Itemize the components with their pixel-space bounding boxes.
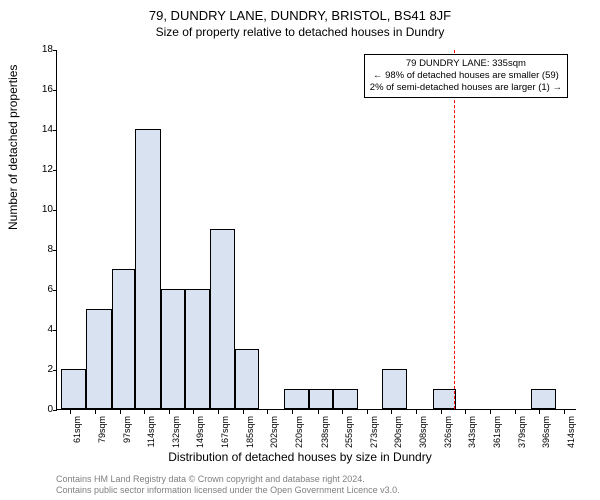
x-tick-mark <box>70 410 71 414</box>
y-tick-mark <box>53 210 57 211</box>
y-tick-mark <box>53 290 57 291</box>
x-tick-mark <box>441 410 442 414</box>
footer-line1: Contains HM Land Registry data © Crown c… <box>56 474 400 485</box>
y-tick-label: 10 <box>27 204 53 215</box>
footer-attribution: Contains HM Land Registry data © Crown c… <box>56 474 400 496</box>
plot-region: 02468101214161861sqm79sqm97sqm114sqm132s… <box>56 50 576 410</box>
annotation-line1: 79 DUNDRY LANE: 335sqm <box>370 58 562 70</box>
y-tick-mark <box>53 130 57 131</box>
title-sub: Size of property relative to detached ho… <box>0 23 600 39</box>
histogram-bar <box>333 389 358 409</box>
x-tick-mark <box>144 410 145 414</box>
x-axis-label: Distribution of detached houses by size … <box>0 450 600 464</box>
histogram-bar <box>161 289 185 409</box>
histogram-bar <box>309 389 333 409</box>
y-tick-mark <box>53 410 57 411</box>
chart-container: 79, DUNDRY LANE, DUNDRY, BRISTOL, BS41 8… <box>0 0 600 500</box>
y-tick-label: 14 <box>27 124 53 135</box>
x-tick-mark <box>490 410 491 414</box>
marker-line <box>454 50 455 409</box>
x-tick-mark <box>120 410 121 414</box>
y-tick-mark <box>53 370 57 371</box>
y-tick-label: 4 <box>27 324 53 335</box>
x-tick-mark <box>539 410 540 414</box>
y-tick-label: 0 <box>27 404 53 415</box>
y-tick-label: 6 <box>27 284 53 295</box>
y-tick-mark <box>53 330 57 331</box>
x-tick-mark <box>95 410 96 414</box>
x-tick-mark <box>193 410 194 414</box>
x-tick-mark <box>243 410 244 414</box>
y-tick-label: 8 <box>27 244 53 255</box>
x-tick-mark <box>515 410 516 414</box>
chart-area: 02468101214161861sqm79sqm97sqm114sqm132s… <box>56 50 576 410</box>
x-tick-mark <box>416 410 417 414</box>
histogram-bar <box>185 289 210 409</box>
x-tick-mark <box>318 410 319 414</box>
y-tick-label: 16 <box>27 84 53 95</box>
histogram-bar <box>135 129 160 409</box>
histogram-bar <box>531 389 556 409</box>
x-tick-mark <box>342 410 343 414</box>
x-tick-mark <box>218 410 219 414</box>
y-tick-label: 2 <box>27 364 53 375</box>
y-tick-mark <box>53 90 57 91</box>
histogram-bar <box>86 309 111 409</box>
histogram-bar <box>382 369 407 409</box>
annotation-box: 79 DUNDRY LANE: 335sqm← 98% of detached … <box>364 54 568 98</box>
y-tick-label: 18 <box>27 44 53 55</box>
y-tick-mark <box>53 50 57 51</box>
annotation-line3: 2% of semi-detached houses are larger (1… <box>370 82 562 94</box>
y-tick-mark <box>53 170 57 171</box>
x-tick-mark <box>465 410 466 414</box>
histogram-bar <box>61 369 86 409</box>
annotation-line2: ← 98% of detached houses are smaller (59… <box>370 70 562 82</box>
histogram-bar <box>112 269 136 409</box>
histogram-bar <box>210 229 235 409</box>
y-axis-label: Number of detached properties <box>6 65 20 230</box>
title-main: 79, DUNDRY LANE, DUNDRY, BRISTOL, BS41 8… <box>0 0 600 23</box>
histogram-bar <box>235 349 259 409</box>
histogram-bar <box>284 389 309 409</box>
footer-line2: Contains public sector information licen… <box>56 485 400 496</box>
y-tick-mark <box>53 250 57 251</box>
x-tick-mark <box>367 410 368 414</box>
x-tick-mark <box>267 410 268 414</box>
x-tick-mark <box>169 410 170 414</box>
x-tick-mark <box>391 410 392 414</box>
x-tick-mark <box>292 410 293 414</box>
y-tick-label: 12 <box>27 164 53 175</box>
x-tick-mark <box>564 410 565 414</box>
